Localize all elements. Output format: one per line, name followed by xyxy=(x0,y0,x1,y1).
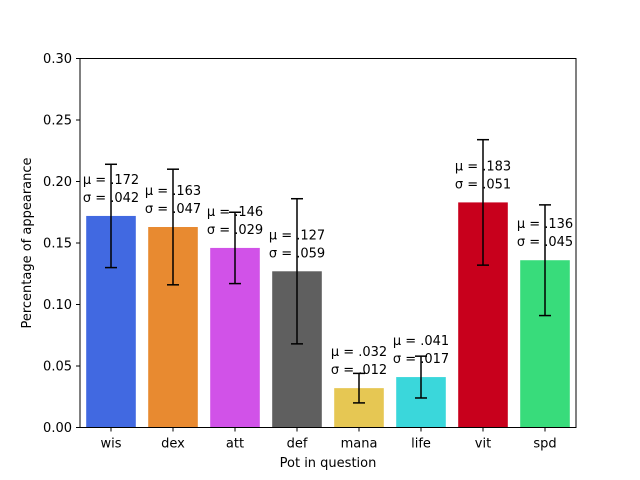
annotation-sigma-vit: σ = .051 xyxy=(455,177,511,192)
annotation-mu-def: μ = .127 xyxy=(269,228,325,243)
annotation-mu-vit: μ = .183 xyxy=(455,159,511,174)
error-bar-att xyxy=(229,211,241,285)
error-bar-life xyxy=(415,355,427,399)
x-axis-label: Pot in question xyxy=(280,456,377,471)
y-tick-label: 0.05 xyxy=(43,360,72,375)
annotation-mu-dex: μ = .163 xyxy=(145,184,201,199)
x-tick-label-vit: vit xyxy=(475,437,491,452)
bars-layer xyxy=(86,202,570,428)
error-bars-layer xyxy=(105,138,551,404)
y-tick-label: 0.20 xyxy=(43,175,72,190)
annotations-layer: μ = .172 σ = .042 μ = .163 σ = .047 μ = .146… xyxy=(83,159,573,378)
x-tick-label-dex: dex xyxy=(161,437,185,452)
error-bar-dex xyxy=(167,168,179,286)
annotation-mu-mana: μ = .032 xyxy=(331,345,387,360)
y-tick-label: 0.30 xyxy=(43,52,72,67)
annotation-sigma-wis: σ = .042 xyxy=(83,191,139,206)
y-axis-label: Percentage of appearance xyxy=(20,157,35,328)
x-tick-label-life: life xyxy=(411,437,431,452)
annotation-sigma-def: σ = .059 xyxy=(269,246,325,261)
y-tick-label: 0.15 xyxy=(43,237,72,252)
annotation-sigma-dex: σ = .047 xyxy=(145,202,201,217)
annotation-sigma-spd: σ = .045 xyxy=(517,235,573,250)
x-tick-label-mana: mana xyxy=(341,437,378,452)
y-tick-label: 0.25 xyxy=(43,114,72,129)
x-tick-label-spd: spd xyxy=(533,437,556,452)
y-tick-label: 0.10 xyxy=(43,298,72,313)
annotation-mu-life: μ = .041 xyxy=(393,334,449,349)
annotation-sigma-att: σ = .029 xyxy=(207,223,263,238)
x-tick-label-att: att xyxy=(226,437,244,452)
error-bar-spd xyxy=(539,204,551,317)
annotation-sigma-life: σ = .017 xyxy=(393,352,449,367)
x-tick-label-wis: wis xyxy=(100,437,121,452)
error-bar-vit xyxy=(477,138,489,266)
y-axis: 0.00 0.05 0.10 0.15 0.20 0.25 0.30 xyxy=(43,52,80,436)
x-axis: wis dex att def mana life vit spd xyxy=(100,427,557,452)
annotation-mu-wis: μ = .172 xyxy=(83,173,139,188)
annotation-mu-spd: μ = .136 xyxy=(517,217,573,232)
error-bar-def xyxy=(291,197,303,345)
y-tick-label: 0.00 xyxy=(43,421,72,436)
x-tick-label-def: def xyxy=(287,437,308,452)
error-bar-mana xyxy=(353,372,365,404)
error-bar-wis xyxy=(105,163,117,269)
annotation-mu-att: μ = .146 xyxy=(207,205,263,220)
annotation-sigma-mana: σ = .012 xyxy=(331,363,387,378)
